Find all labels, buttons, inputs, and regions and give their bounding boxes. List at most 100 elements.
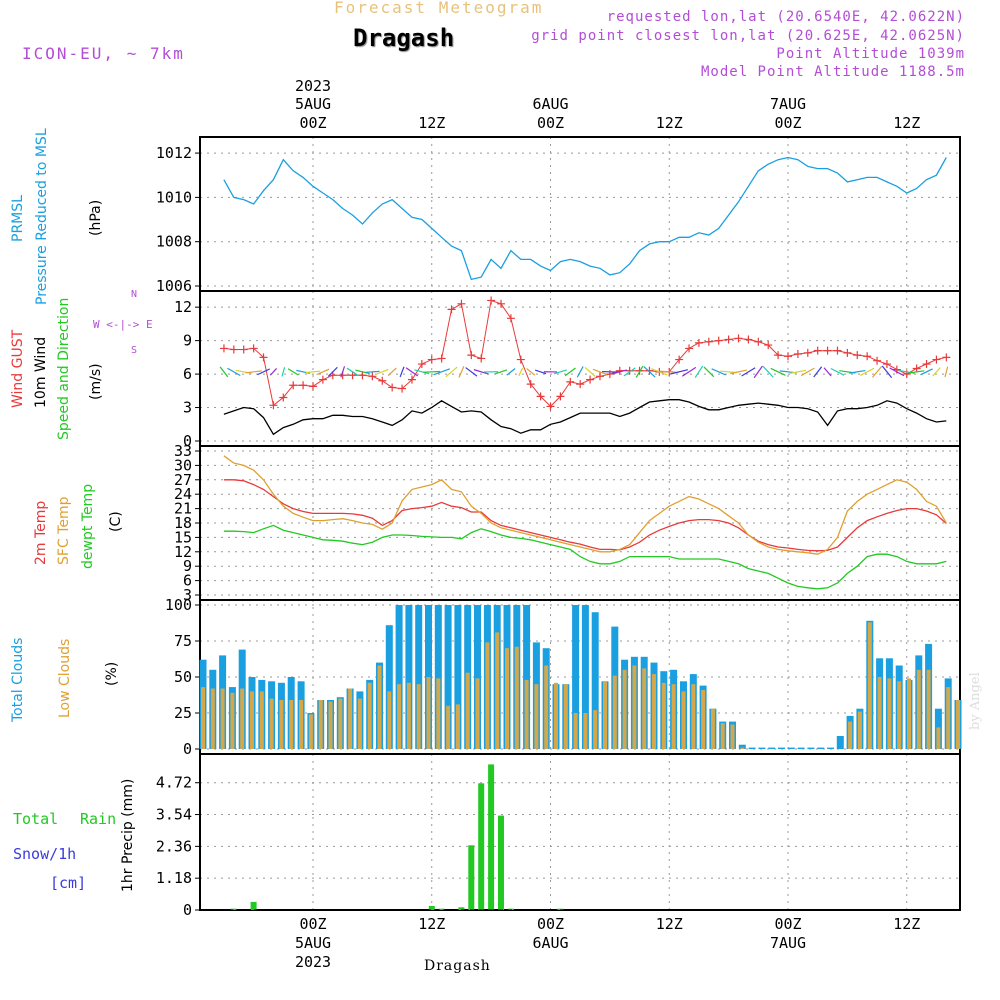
wind-arrow <box>269 368 278 376</box>
y-tick-label: 3.54 <box>156 806 192 824</box>
wind-gust-marker <box>645 366 654 375</box>
low-cloud-bar <box>308 714 313 749</box>
total-cloud-bar <box>415 605 423 749</box>
wind-gust-marker <box>457 299 466 308</box>
total-cloud-bar <box>591 612 599 749</box>
bottom-date-label: 5AUG <box>295 934 331 952</box>
low-cloud-bar <box>485 642 490 749</box>
rain-bar <box>230 908 237 910</box>
wind-gust-marker <box>417 360 426 369</box>
wind-arrow <box>473 369 489 375</box>
bottom-date-label: 6AUG <box>532 934 568 952</box>
precip-total-label: Total <box>13 810 59 828</box>
y-tick-label: 6 <box>183 365 192 383</box>
wind-arrow <box>433 368 451 376</box>
model-name: ICON-EU, ~ 7km <box>22 44 185 63</box>
wind-gust-marker <box>497 299 506 308</box>
wind-gust-marker <box>833 346 842 355</box>
wind-gust-marker <box>318 375 327 384</box>
wind-gust-marker <box>942 353 951 362</box>
model-altitude: Model Point Altitude 1188.5m <box>700 64 965 80</box>
meteogram-title: Forecast Meteogram <box>334 0 544 17</box>
wind-arrow <box>518 367 524 377</box>
wind-arrow <box>932 367 941 377</box>
low-cloud-bar <box>612 675 617 749</box>
low-cloud-bar <box>250 691 254 749</box>
wind-arrow <box>219 366 229 378</box>
y-tick-label: 9 <box>183 332 192 350</box>
wind-arrow <box>506 368 516 376</box>
wind-arrow <box>800 367 815 377</box>
compass-ew: W <-|-> E <box>93 318 153 331</box>
low-cloud-bar <box>710 708 715 749</box>
wind-gust-marker <box>269 401 278 410</box>
y-tick-label: 50 <box>174 668 192 686</box>
wind-arrow <box>305 370 321 374</box>
low-cloud-bar <box>446 705 451 749</box>
wind-gust-marker <box>398 384 407 393</box>
y-tick-label: 24 <box>174 485 192 503</box>
low-cloud-bar <box>652 674 656 749</box>
wind-arrow <box>245 370 262 374</box>
y-tick-label: 2.36 <box>156 837 192 855</box>
rain-bar <box>498 815 504 910</box>
wind-gust-marker <box>566 377 575 386</box>
wind-gust-marker <box>912 364 921 373</box>
wind-gust-marker <box>784 352 792 361</box>
wind-gust-marker <box>734 334 743 343</box>
top-time-label: 12Z <box>656 114 683 132</box>
wind-gust-marker <box>368 372 377 381</box>
total-cloud-bar <box>836 736 844 749</box>
y-tick-label: 3 <box>183 399 192 417</box>
y-tick-label: 4.72 <box>156 774 192 792</box>
wind-arrow <box>635 365 644 378</box>
total-cloud-bar <box>778 747 785 749</box>
compass-s: S <box>131 345 138 356</box>
wind-arrow <box>592 368 608 375</box>
low-cloud-bar <box>916 669 921 749</box>
wind-arrow <box>387 367 397 377</box>
wind-gust-marker <box>556 392 565 401</box>
footer-station: Dragash <box>424 958 491 974</box>
low-cloud-bar <box>416 684 421 749</box>
low-cloud-bar <box>279 700 284 749</box>
top-time-label: 00Z <box>537 114 564 132</box>
y-tick-label: 0 <box>183 740 192 758</box>
wind-arrow <box>495 369 508 375</box>
wind-arrow <box>553 369 567 375</box>
wind-gust-marker <box>407 375 416 384</box>
wind-gust-marker <box>536 392 545 401</box>
low-cloud-bar <box>730 724 735 749</box>
point-altitude: Point Altitude 1039m <box>776 46 965 62</box>
top-date-label: 6AUG <box>532 95 568 113</box>
wind-gust-marker <box>477 354 486 363</box>
low-cloud-bar <box>926 669 931 749</box>
bottom-time-label: 00Z <box>537 915 564 933</box>
wind-gust-marker <box>625 366 634 375</box>
wind-gust-marker <box>595 372 604 381</box>
rain-bar <box>428 906 435 910</box>
low-cloud-bar <box>720 723 725 749</box>
wind-arrow <box>227 367 241 376</box>
top-year-label: 2023 <box>295 77 331 95</box>
low-cloud-bar <box>857 711 862 749</box>
low-cloud-bar <box>357 698 362 749</box>
y-tick-label: 1012 <box>156 144 192 162</box>
low-cloud-bar <box>377 665 382 749</box>
low-cloud-bar <box>681 691 686 749</box>
wind-arrow <box>920 368 933 376</box>
wind-gust-marker <box>576 380 585 389</box>
low-cloud-bar <box>455 704 460 749</box>
total-cloud-bar <box>748 747 756 749</box>
wind-gust-marker <box>863 352 872 361</box>
wind-gust-marker <box>447 305 456 314</box>
wind-arrow <box>526 368 536 376</box>
total-cloud-bar <box>738 744 746 749</box>
y-tick-label: 15 <box>174 528 192 546</box>
y-tick-label: 0 <box>183 432 192 450</box>
wind-arrow <box>458 365 465 378</box>
panel-frame <box>199 753 961 911</box>
wind-arrow <box>340 366 346 378</box>
wind-arrow <box>651 368 668 376</box>
y-tick-label: 75 <box>174 632 192 650</box>
